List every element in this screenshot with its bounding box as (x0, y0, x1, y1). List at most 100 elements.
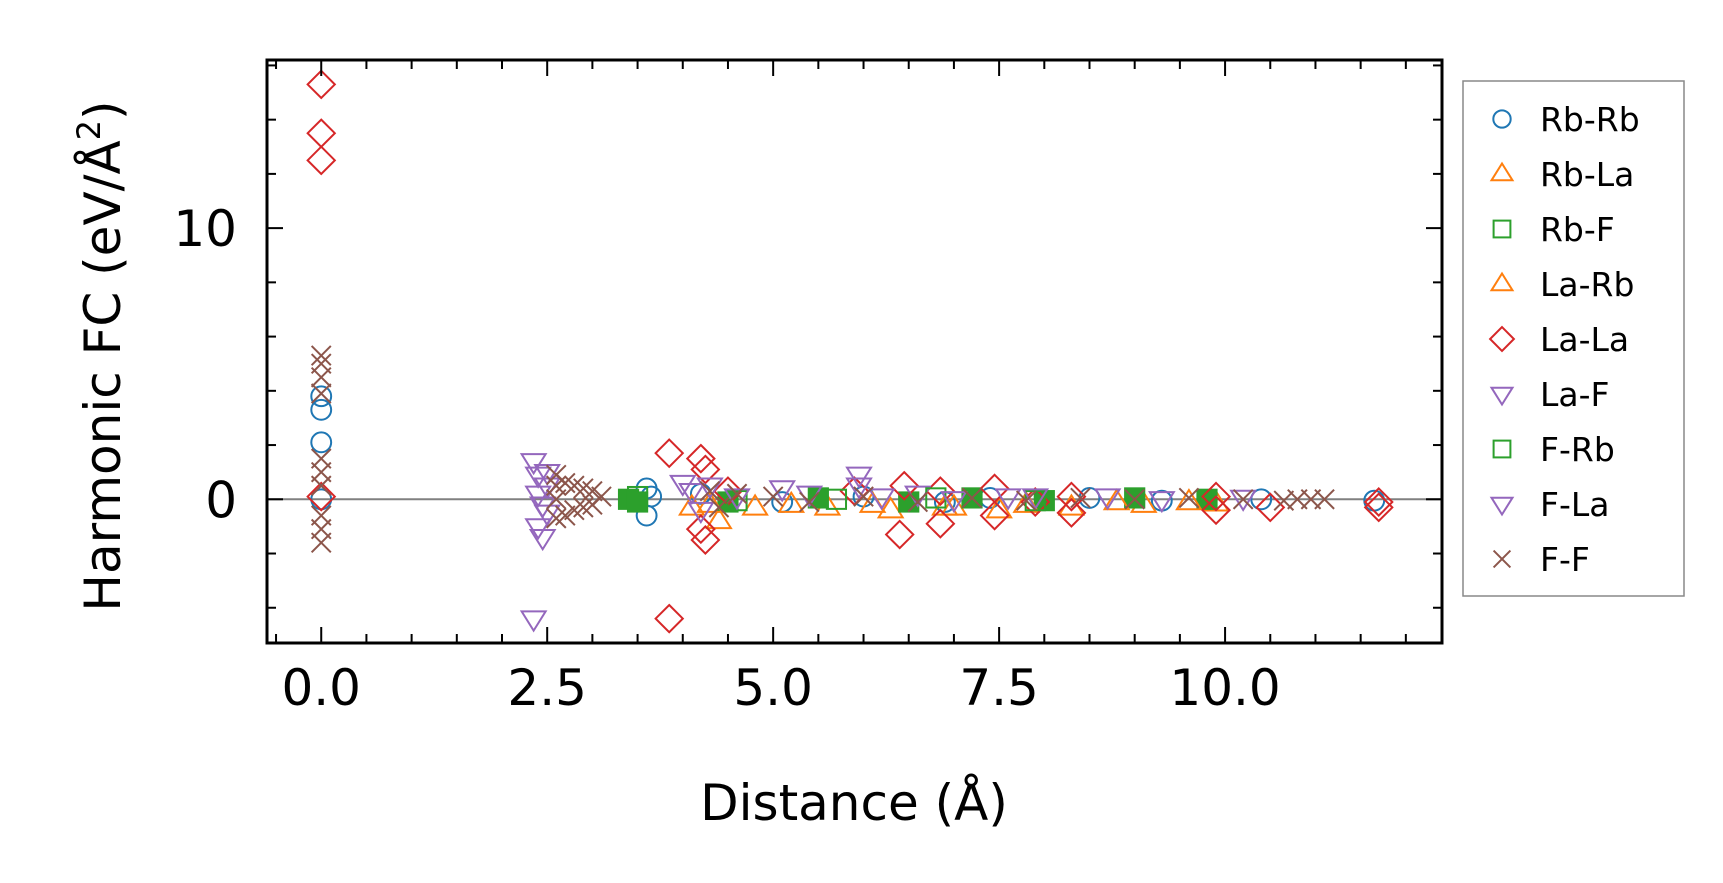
legend-label-la-f: La-F (1540, 375, 1610, 414)
point-la-la (1201, 481, 1232, 512)
point-rb-la (705, 507, 733, 530)
point-la-la (889, 470, 920, 501)
point-f-f (726, 483, 748, 505)
legend-marker-rb-la (1489, 161, 1515, 182)
point-f-la (524, 485, 552, 508)
legend-label-rb-la: Rb-La (1540, 155, 1634, 194)
point-f-f (1124, 488, 1145, 510)
point-rb-f (807, 487, 829, 509)
point-f-f (310, 475, 332, 497)
point-f-f (699, 480, 721, 502)
point-f-f (708, 497, 730, 518)
point-f-la (1229, 489, 1257, 512)
tick-labels: 0.0 2.5 5.0 7.5 10.0 0 10 (173, 200, 1280, 717)
legend-marker-rb-rb (1492, 109, 1512, 129)
point-la-rb (777, 490, 806, 513)
legend-label-rb-f: Rb-F (1540, 210, 1615, 249)
point-la-f (994, 488, 1022, 511)
point-f-f (762, 486, 784, 507)
point-f-la (687, 501, 715, 525)
point-f-f (591, 486, 612, 507)
x-tick-label: 5.0 (733, 659, 813, 717)
point-la-la (1363, 492, 1394, 523)
point-f-f (1015, 490, 1037, 511)
legend-label-la-rb: La-Rb (1540, 265, 1634, 304)
point-la-la (654, 438, 685, 469)
point-la-la (654, 603, 685, 634)
point-f-rb (626, 485, 649, 508)
point-f-la (1148, 491, 1176, 514)
point-la-la (306, 481, 337, 512)
point-la-f (845, 477, 873, 500)
point-rb-rb (310, 431, 333, 454)
point-f-f (1232, 488, 1254, 510)
point-la-la (685, 443, 716, 474)
point-f-f (961, 487, 983, 509)
point-f-f (545, 488, 567, 510)
legend-marker-rb-f (1492, 219, 1512, 239)
point-la-f (524, 466, 552, 489)
point-la-la (306, 69, 337, 100)
x-axis-title: Distance (Å) (700, 774, 1008, 832)
point-f-f (1178, 487, 1200, 509)
point-la-f (1093, 488, 1122, 511)
point-la-f (528, 529, 557, 552)
point-la-rb (1102, 488, 1131, 511)
point-la-la (1363, 486, 1394, 518)
point-f-f (310, 532, 332, 553)
legend-marker-f-rb (1492, 439, 1512, 459)
point-la-la (1201, 495, 1232, 526)
point-rb-la (985, 496, 1013, 519)
point-f-f (554, 505, 576, 526)
point-f-f (1314, 488, 1335, 510)
y-tick-label: 10 (173, 200, 237, 258)
point-f-f (310, 345, 332, 366)
legend-marker-f-la (1489, 496, 1515, 517)
point-la-rb (1175, 488, 1203, 511)
point-la-f (845, 466, 873, 489)
point-la-la (925, 476, 956, 507)
point-la-f (519, 610, 548, 633)
point-la-la (1056, 497, 1087, 528)
plot-frame (265, 58, 1444, 645)
point-rb-la (678, 493, 706, 516)
point-f-f (310, 366, 332, 388)
point-f-f (907, 491, 929, 513)
point-la-la (884, 519, 915, 550)
point-rb-f (1196, 488, 1218, 510)
x-tick-label: 2.5 (507, 659, 587, 717)
point-f-f (310, 383, 332, 404)
point-f-f (799, 491, 820, 513)
point-la-f (696, 477, 724, 500)
point-la-f (768, 480, 796, 503)
legend-marker-la-rb (1489, 271, 1515, 292)
point-la-la (1255, 492, 1286, 523)
point-rb-f (626, 491, 649, 513)
point-f-f (1070, 487, 1091, 509)
legend: Rb-Rb Rb-La Rb-F La-Rb La-La La-F F-Rb F-La F-F (1462, 80, 1685, 597)
point-la-la (925, 508, 956, 539)
point-la-f (678, 482, 706, 506)
legend-label-f-rb: F-Rb (1540, 430, 1615, 469)
x-tick-label: 7.5 (959, 659, 1039, 717)
legend-label-f-la: F-La (1540, 485, 1610, 524)
legend-marker-la-f (1489, 386, 1515, 407)
axis-ticks (265, 58, 1444, 645)
point-la-la (1056, 481, 1087, 512)
point-rb-rb (310, 398, 333, 421)
legend-label-rb-rb: Rb-Rb (1540, 100, 1640, 139)
x-tick-label: 0.0 (281, 659, 361, 717)
point-la-la (685, 514, 716, 545)
point-la-f (524, 518, 552, 541)
series-f-f (310, 345, 1335, 553)
point-rb-rb (310, 385, 333, 408)
point-rb-la (741, 493, 769, 516)
x-tick-label: 10.0 (1169, 659, 1280, 717)
point-rb-la (876, 496, 905, 519)
point-la-f (519, 453, 548, 476)
point-la-la (306, 145, 337, 176)
point-rb-rb (1250, 488, 1273, 511)
point-la-f (668, 474, 697, 497)
